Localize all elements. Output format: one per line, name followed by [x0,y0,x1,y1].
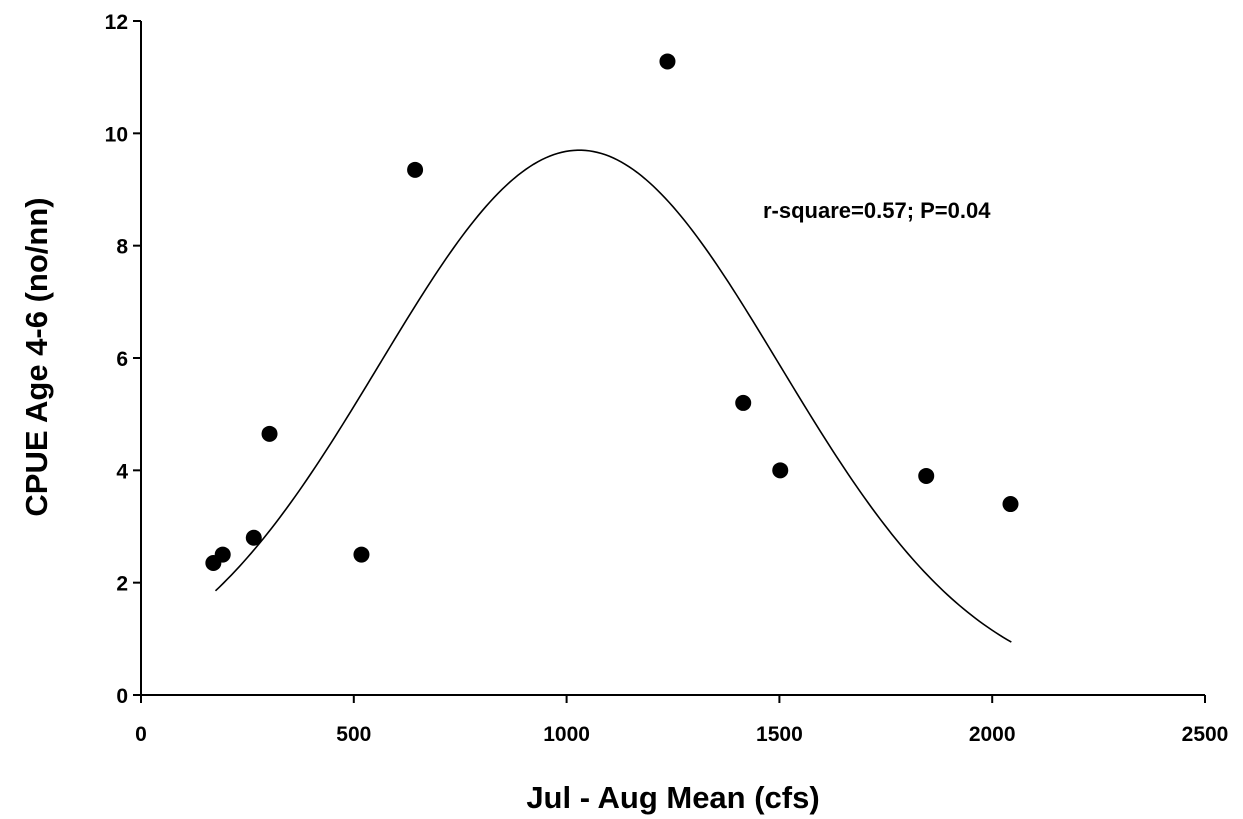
x-tick-label: 2000 [969,723,1016,746]
data-point [1002,496,1019,513]
data-point [353,546,370,563]
data-point [407,161,424,178]
fit-curve [214,149,1012,643]
y-tick-label: 8 [116,236,128,259]
data-point [214,546,231,563]
y-tick-label: 10 [105,123,128,146]
y-tick-label: 4 [116,460,128,483]
fit-curve-group [214,149,1012,643]
data-point [659,53,676,70]
y-tick-label: 12 [105,11,128,34]
x-tick-label: 2500 [1182,723,1229,746]
annotation-text: r-square=0.57; P=0.04 [763,198,991,223]
x-tick-label: 0 [135,723,147,746]
x-ticks: 0 500 1000 1500 2000 2500 [135,695,1228,746]
x-tick-label: 500 [336,723,371,746]
data-point [735,394,752,411]
x-tick-label: 1000 [543,723,590,746]
y-axis-title: CPUE Age 4-6 (no/nn) [19,197,54,516]
y-tick-label: 0 [116,685,128,708]
data-point [918,467,935,484]
data-point [245,529,262,546]
y-tick-label: 2 [116,573,128,596]
y-ticks: 0 2 4 6 8 10 12 [105,11,141,708]
x-axis-title: Jul - Aug Mean (cfs) [526,780,819,815]
data-point [261,425,278,442]
data-points [205,53,1019,572]
x-tick-label: 1500 [756,723,803,746]
data-point [772,462,789,479]
y-tick-label: 6 [116,348,128,371]
